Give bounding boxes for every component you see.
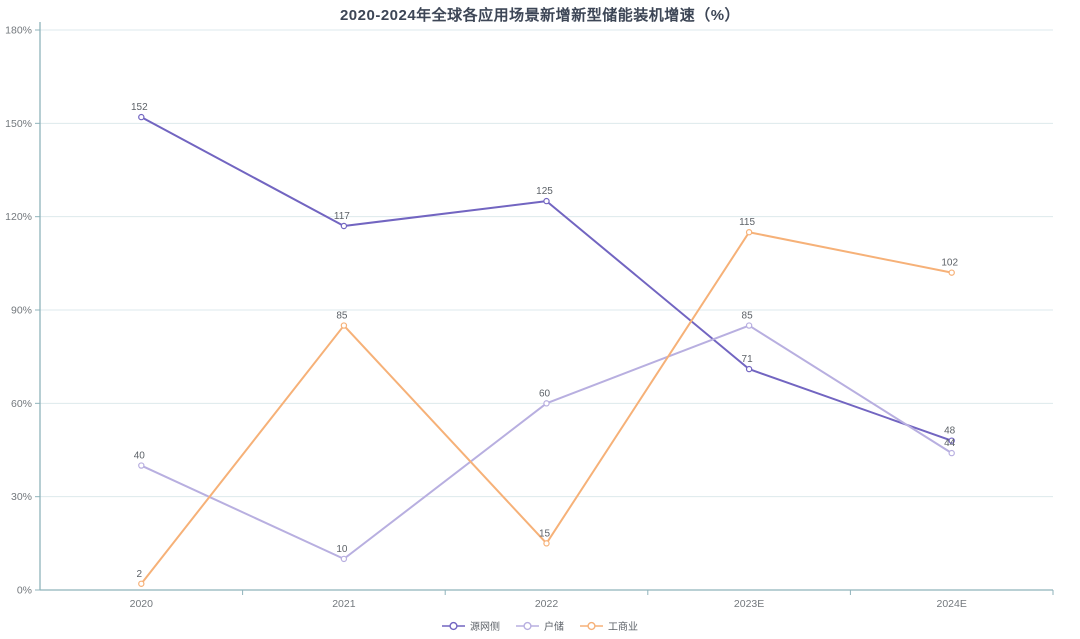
- y-axis-tick-label: 0%: [17, 585, 32, 597]
- data-label-1-0: 40: [134, 451, 146, 462]
- line-series-1: [140, 324, 953, 560]
- data-label-1-3: 85: [742, 311, 754, 322]
- legend-item-1[interactable]: 户储: [516, 618, 564, 633]
- chart-legend: 源网侧 户储 工商业: [0, 618, 1080, 633]
- y-axis-tick-label: 180%: [5, 25, 32, 37]
- data-point-0-1: [340, 222, 348, 230]
- data-label-2-4: 102: [941, 258, 958, 269]
- x-axis-tick-label: 2020: [130, 598, 154, 610]
- data-point-0-0: [138, 113, 145, 121]
- data-label-2-2: 15: [539, 528, 551, 539]
- x-axis-tick-label: 2021: [332, 598, 356, 610]
- data-point-1-4: [948, 449, 955, 457]
- data-point-1-2: [543, 400, 550, 407]
- legend-label: 工商业: [608, 622, 638, 633]
- data-point-0-4: [948, 437, 955, 444]
- legend-label: 源网侧: [470, 622, 500, 633]
- y-axis-tick-label: 120%: [5, 211, 32, 223]
- legend-item-2[interactable]: 工商业: [580, 618, 638, 633]
- data-point-2-3: [745, 229, 753, 236]
- data-point-0-2: [543, 197, 550, 205]
- legend-marker-icon: [580, 621, 603, 630]
- y-axis-tick-label: 90%: [11, 305, 32, 317]
- data-point-1-1: [340, 555, 348, 563]
- chart-title: 2020-2024年全球各应用场景新增新型储能装机增速（%）: [339, 7, 741, 24]
- y-axis-tick-label: 60%: [11, 398, 32, 410]
- legend-label: 户储: [544, 622, 564, 633]
- legend-marker-icon: [516, 621, 539, 630]
- data-point-1-0: [138, 462, 145, 469]
- data-label-1-1: 10: [336, 544, 348, 555]
- legend-item-0[interactable]: 源网侧: [442, 618, 500, 633]
- y-axis-tick-label: 150%: [5, 118, 32, 130]
- data-label-2-0: 2: [137, 569, 143, 580]
- data-point-2-2: [543, 540, 550, 547]
- data-label-1-2: 60: [539, 388, 551, 399]
- data-label-2-3: 115: [739, 217, 755, 228]
- data-label-0-0: 152: [131, 102, 148, 113]
- data-label-0-4: 48: [944, 426, 956, 437]
- data-point-2-0: [138, 580, 145, 587]
- data-label-0-3: 71: [742, 354, 754, 365]
- data-label-0-2: 125: [536, 186, 553, 197]
- data-label-1-4: 44: [944, 438, 956, 449]
- data-point-1-3: [745, 322, 753, 329]
- y-axis-tick-label: 30%: [11, 491, 32, 503]
- data-label-2-1: 85: [336, 311, 348, 322]
- x-axis-tick-label: 2024E: [937, 598, 967, 610]
- data-point-0-3: [745, 365, 753, 373]
- data-point-2-1: [340, 322, 348, 329]
- legend-marker-icon: [442, 621, 465, 630]
- x-axis-tick-label: 2023E: [734, 598, 764, 610]
- data-label-0-1: 117: [334, 211, 350, 222]
- x-axis-tick-label: 2022: [535, 598, 559, 610]
- data-point-2-4: [948, 269, 955, 276]
